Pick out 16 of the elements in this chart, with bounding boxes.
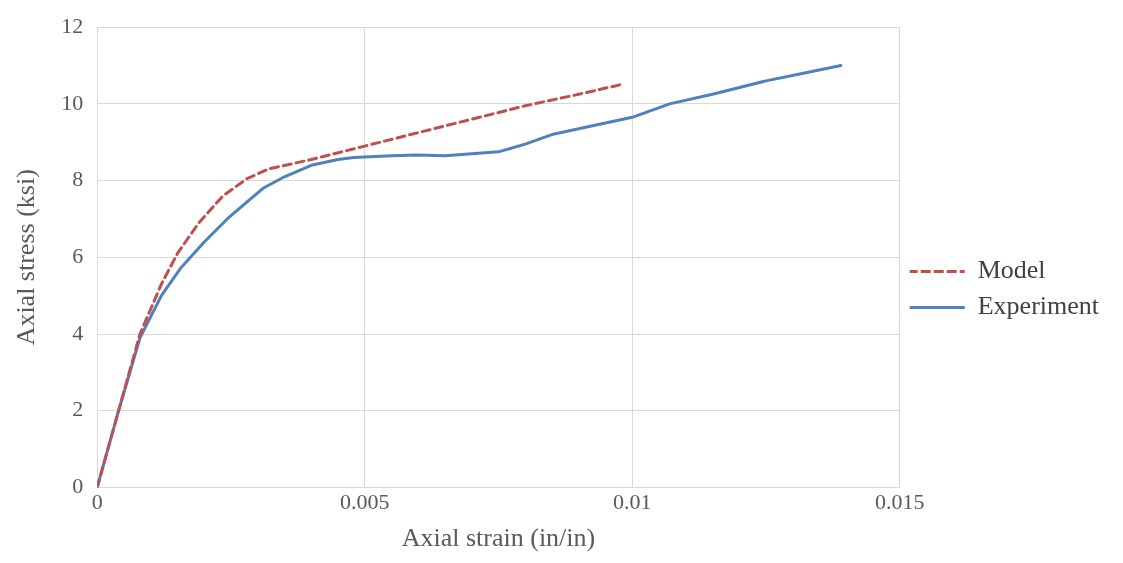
y-tick-label: 6 bbox=[72, 243, 84, 269]
y-tick-label: 2 bbox=[72, 396, 84, 422]
y-axis-title: Axial stress (ksi) bbox=[11, 169, 41, 346]
y-tick-label: 10 bbox=[61, 89, 84, 115]
x-tick-label: 0.01 bbox=[612, 489, 652, 515]
x-tick-label: 0 bbox=[91, 489, 103, 515]
y-tick-label: 4 bbox=[72, 319, 84, 345]
y-tick-label: 8 bbox=[72, 166, 84, 192]
line-series bbox=[97, 83, 622, 488]
legend-label: Model bbox=[977, 255, 1046, 285]
x-axis-title: Axial strain (in/in) bbox=[401, 523, 596, 553]
y-tick-label: 12 bbox=[61, 12, 84, 38]
x-tick-label: 0.005 bbox=[339, 489, 390, 515]
legend-label: Experiment bbox=[977, 291, 1100, 321]
x-tick-label: 0.015 bbox=[874, 489, 925, 515]
y-tick-label: 0 bbox=[72, 473, 84, 499]
